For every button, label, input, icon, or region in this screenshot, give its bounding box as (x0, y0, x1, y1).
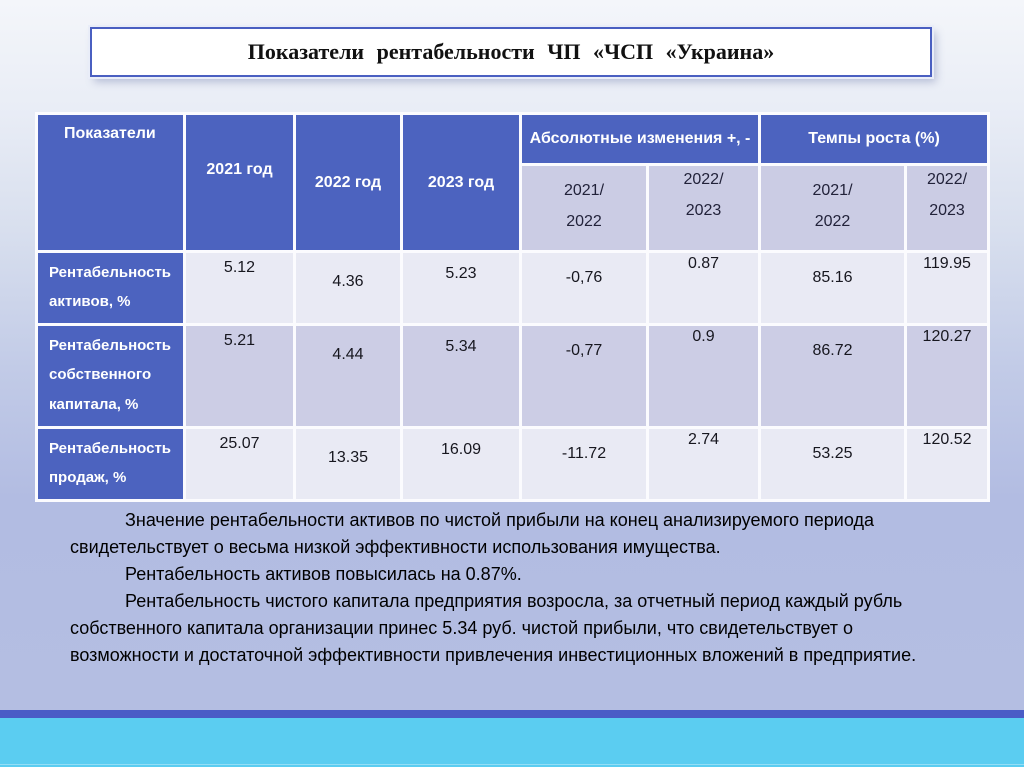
value-cell: 120.52 (907, 429, 988, 499)
subheader-abs-2021-2022: 2021/ 2022 (522, 166, 646, 250)
row-label: Рентабельность активов, % (38, 253, 183, 323)
group-header-absolute-changes: Абсолютные изменения +, - (522, 115, 759, 163)
profitability-table: Показатели 2021 год 2022 год 2023 год Аб… (35, 112, 991, 502)
value-cell: 4.44 (296, 326, 400, 426)
table-row: Рентабельность активов, % 5.12 4.36 5.23 -0,… (38, 253, 988, 323)
subheader-line: 2022 (566, 213, 602, 230)
row-label: Рентабельность собственного капитала, % (38, 326, 183, 426)
title-box: Показатели рентабельности ЧП «ЧСП «Украи… (90, 27, 932, 77)
column-header-year-2022: 2022 год (296, 115, 400, 250)
subheader-line: 2022/ (927, 171, 968, 188)
value-cell: 2.74 (649, 429, 759, 499)
value-cell: -0,77 (522, 326, 646, 426)
table-row: Рентабельность продаж, % 25.07 13.35 16.09-… (38, 429, 988, 499)
note-paragraph-1: Значение рентабельности активов по чисто… (70, 510, 874, 557)
subheader-line: 2023 (685, 202, 722, 219)
column-header-year-2023: 2023 год (403, 115, 519, 250)
table-row: Рентабельность собственного капитала, % 5… (38, 326, 988, 426)
value-cell: 85.16 (761, 253, 905, 323)
year-2023-label: 2023 год (427, 173, 495, 191)
subheader-line: 2022 (814, 213, 851, 230)
year-2022-label: 2022 год (314, 173, 382, 191)
value-cell: 119.95 (907, 253, 988, 323)
value-cell: 5.34 (403, 326, 519, 426)
group-header-growth-rates: Темпы роста (%) (761, 115, 988, 163)
value-cell: -0,76 (522, 253, 646, 323)
column-header-indicators: Показатели (38, 115, 183, 250)
value-cell: 86.72 (761, 326, 905, 426)
value-cell: 120.27 (907, 326, 988, 426)
value-cell: 25.07 (186, 429, 293, 499)
column-header-year-2021: 2021 год (186, 115, 293, 250)
value-cell: 5.12 (186, 253, 293, 323)
value-cell: -11.72 (522, 429, 646, 499)
subheader-rate-2021-2022: 2021/ 2022 (761, 166, 905, 250)
subheader-line: 2021/ (812, 182, 853, 199)
subheader-abs-2022-2023: 2022/ 2023 (649, 166, 759, 250)
year-2021-label: 2021 год (206, 160, 273, 178)
value-cell: 13.35 (296, 429, 400, 499)
value-cell: 0.9 (649, 326, 759, 426)
bottom-navy-stripe (0, 710, 1024, 718)
value-cell: 16.09 (403, 429, 519, 499)
note-paragraph-2: Рентабельность активов повысилась на 0.8… (125, 564, 522, 584)
subheader-line: 2023 (929, 202, 965, 219)
value-cell: 0.87 (649, 253, 759, 323)
row-label: Рентабельность продаж, % (38, 429, 183, 499)
value-cell: 4.36 (296, 253, 400, 323)
analysis-notes: Значение рентабельности активов по чисто… (70, 507, 952, 669)
subheader-line: 2021/ (563, 182, 605, 199)
subheader-rate-2022-2023: 2022/ 2023 (907, 166, 988, 250)
value-cell: 5.21 (186, 326, 293, 426)
value-cell: 53.25 (761, 429, 905, 499)
note-paragraph-3: Рентабельность чистого капитала предприя… (70, 591, 917, 665)
bottom-cyan-stripe (0, 718, 1024, 767)
value-cell: 5.23 (403, 253, 519, 323)
slide-title: Показатели рентабельности ЧП «ЧСП «Украи… (247, 39, 775, 64)
subheader-line: 2022/ (683, 171, 724, 188)
